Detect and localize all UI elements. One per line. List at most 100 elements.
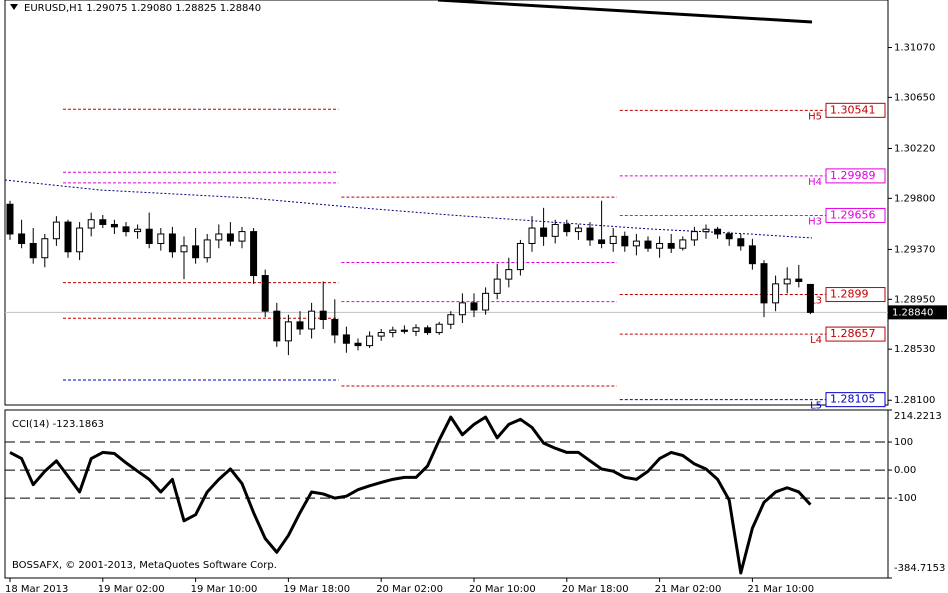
level-name: L4 [810,335,822,346]
candle-body [690,231,698,241]
candle-body [725,233,733,240]
y-tick-label: -100 [894,493,917,504]
candle-body [331,318,339,336]
candle-body [679,239,687,249]
candle-body [609,235,617,244]
cci-panel [4,409,889,579]
x-tick-label: 21 Mar 10:00 [747,584,814,593]
candle-body [783,278,791,285]
candle-body [644,240,652,249]
y-tick-label: 1.31070 [894,43,935,54]
level-label: 1.2899 [830,288,869,301]
level-label: 1.28105 [830,393,876,406]
cci-title: CCI(14) -123.1863 [12,419,104,430]
x-tick-label: 19 Mar 10:00 [191,584,258,593]
cci-line [9,415,812,575]
y-tick-label: 214.2213 [894,411,942,422]
level-box [825,168,886,184]
candle-body [342,334,350,344]
x-tick-label: 18 Mar 2013 [5,584,68,593]
candle-body [192,245,200,259]
candle-body [400,329,408,332]
candle-body [586,227,594,241]
candle-body [424,327,432,334]
y-tick-label: -384.7153 [894,563,945,574]
level-box [825,326,886,342]
candle-body [516,242,524,271]
level-name: H4 [808,177,822,188]
y-tick-label: 1.28530 [894,344,935,355]
candle-body [52,221,60,240]
candle-body [203,239,211,259]
candle-body [122,226,130,233]
price-box [888,305,947,320]
candle-body [528,227,536,244]
candle-body [632,240,640,247]
candle-body [319,310,327,320]
candle-body [18,233,26,244]
candle-body [377,332,385,337]
candle-body [99,219,107,225]
candle-body [354,342,362,347]
x-tick-label: 20 Mar 18:00 [562,584,629,593]
candle-body [29,242,37,259]
trend-line [437,0,813,24]
candle-body [215,233,223,241]
copyright: BOSSAFX, © 2001-2013, MetaQuotes Softwar… [12,560,277,571]
candle-body [748,245,756,265]
candle-body [168,233,176,253]
candle-body [76,227,84,253]
level-label: 1.29656 [830,208,876,221]
candle-body [795,278,803,282]
candle-body [482,292,490,311]
y-tick-label: 1.29800 [894,193,935,204]
candle-body [87,219,95,229]
level-box [825,392,886,408]
y-tick-label: 1.29370 [894,244,935,255]
y-tick-label: 1.30650 [894,92,935,103]
candle-body [366,335,374,347]
y-tick-label: 0.00 [894,465,916,476]
x-tick-label: 19 Mar 02:00 [98,584,165,593]
candle-body [702,228,710,233]
candle-body [250,231,258,277]
candle-body [435,323,443,334]
candle-body [551,223,559,237]
candle-body [41,238,49,259]
y-tick-label: 1.28100 [894,395,935,406]
price-label: 1.28840 [892,307,933,318]
chart-title: EURUSD,H1 1.29075 1.29080 1.28825 1.2884… [24,3,261,14]
level-box [825,102,886,118]
candle-body [296,321,304,330]
candle-body [6,203,14,235]
candle-body [157,233,165,244]
candle-body [563,223,571,233]
x-tick-label: 19 Mar 18:00 [283,584,350,593]
level-label: 1.30541 [830,103,876,116]
level-label: 1.28657 [830,327,876,340]
candle-body [64,221,72,253]
candle-body [412,327,420,332]
candle-body [458,302,466,316]
candle-body [470,302,478,311]
candle-body [308,310,316,330]
candle-body [238,231,246,242]
y-tick-label: 1.30220 [894,143,935,154]
candle-body [261,275,269,312]
main-panel [4,0,889,406]
level-name: H3 [808,216,822,227]
level-name: L5 [810,401,822,412]
candle-body [226,233,234,242]
candle-body [540,227,548,237]
candle-body [772,283,780,304]
x-tick-label: 20 Mar 10:00 [469,584,536,593]
candle-body [180,245,188,253]
candle-body [621,235,629,247]
y-tick-label: 1.28950 [894,294,935,305]
candle-body [760,263,768,304]
candle-body [667,242,675,249]
candle-body [284,321,292,342]
candle-body [714,228,722,235]
candle-body [145,228,153,244]
